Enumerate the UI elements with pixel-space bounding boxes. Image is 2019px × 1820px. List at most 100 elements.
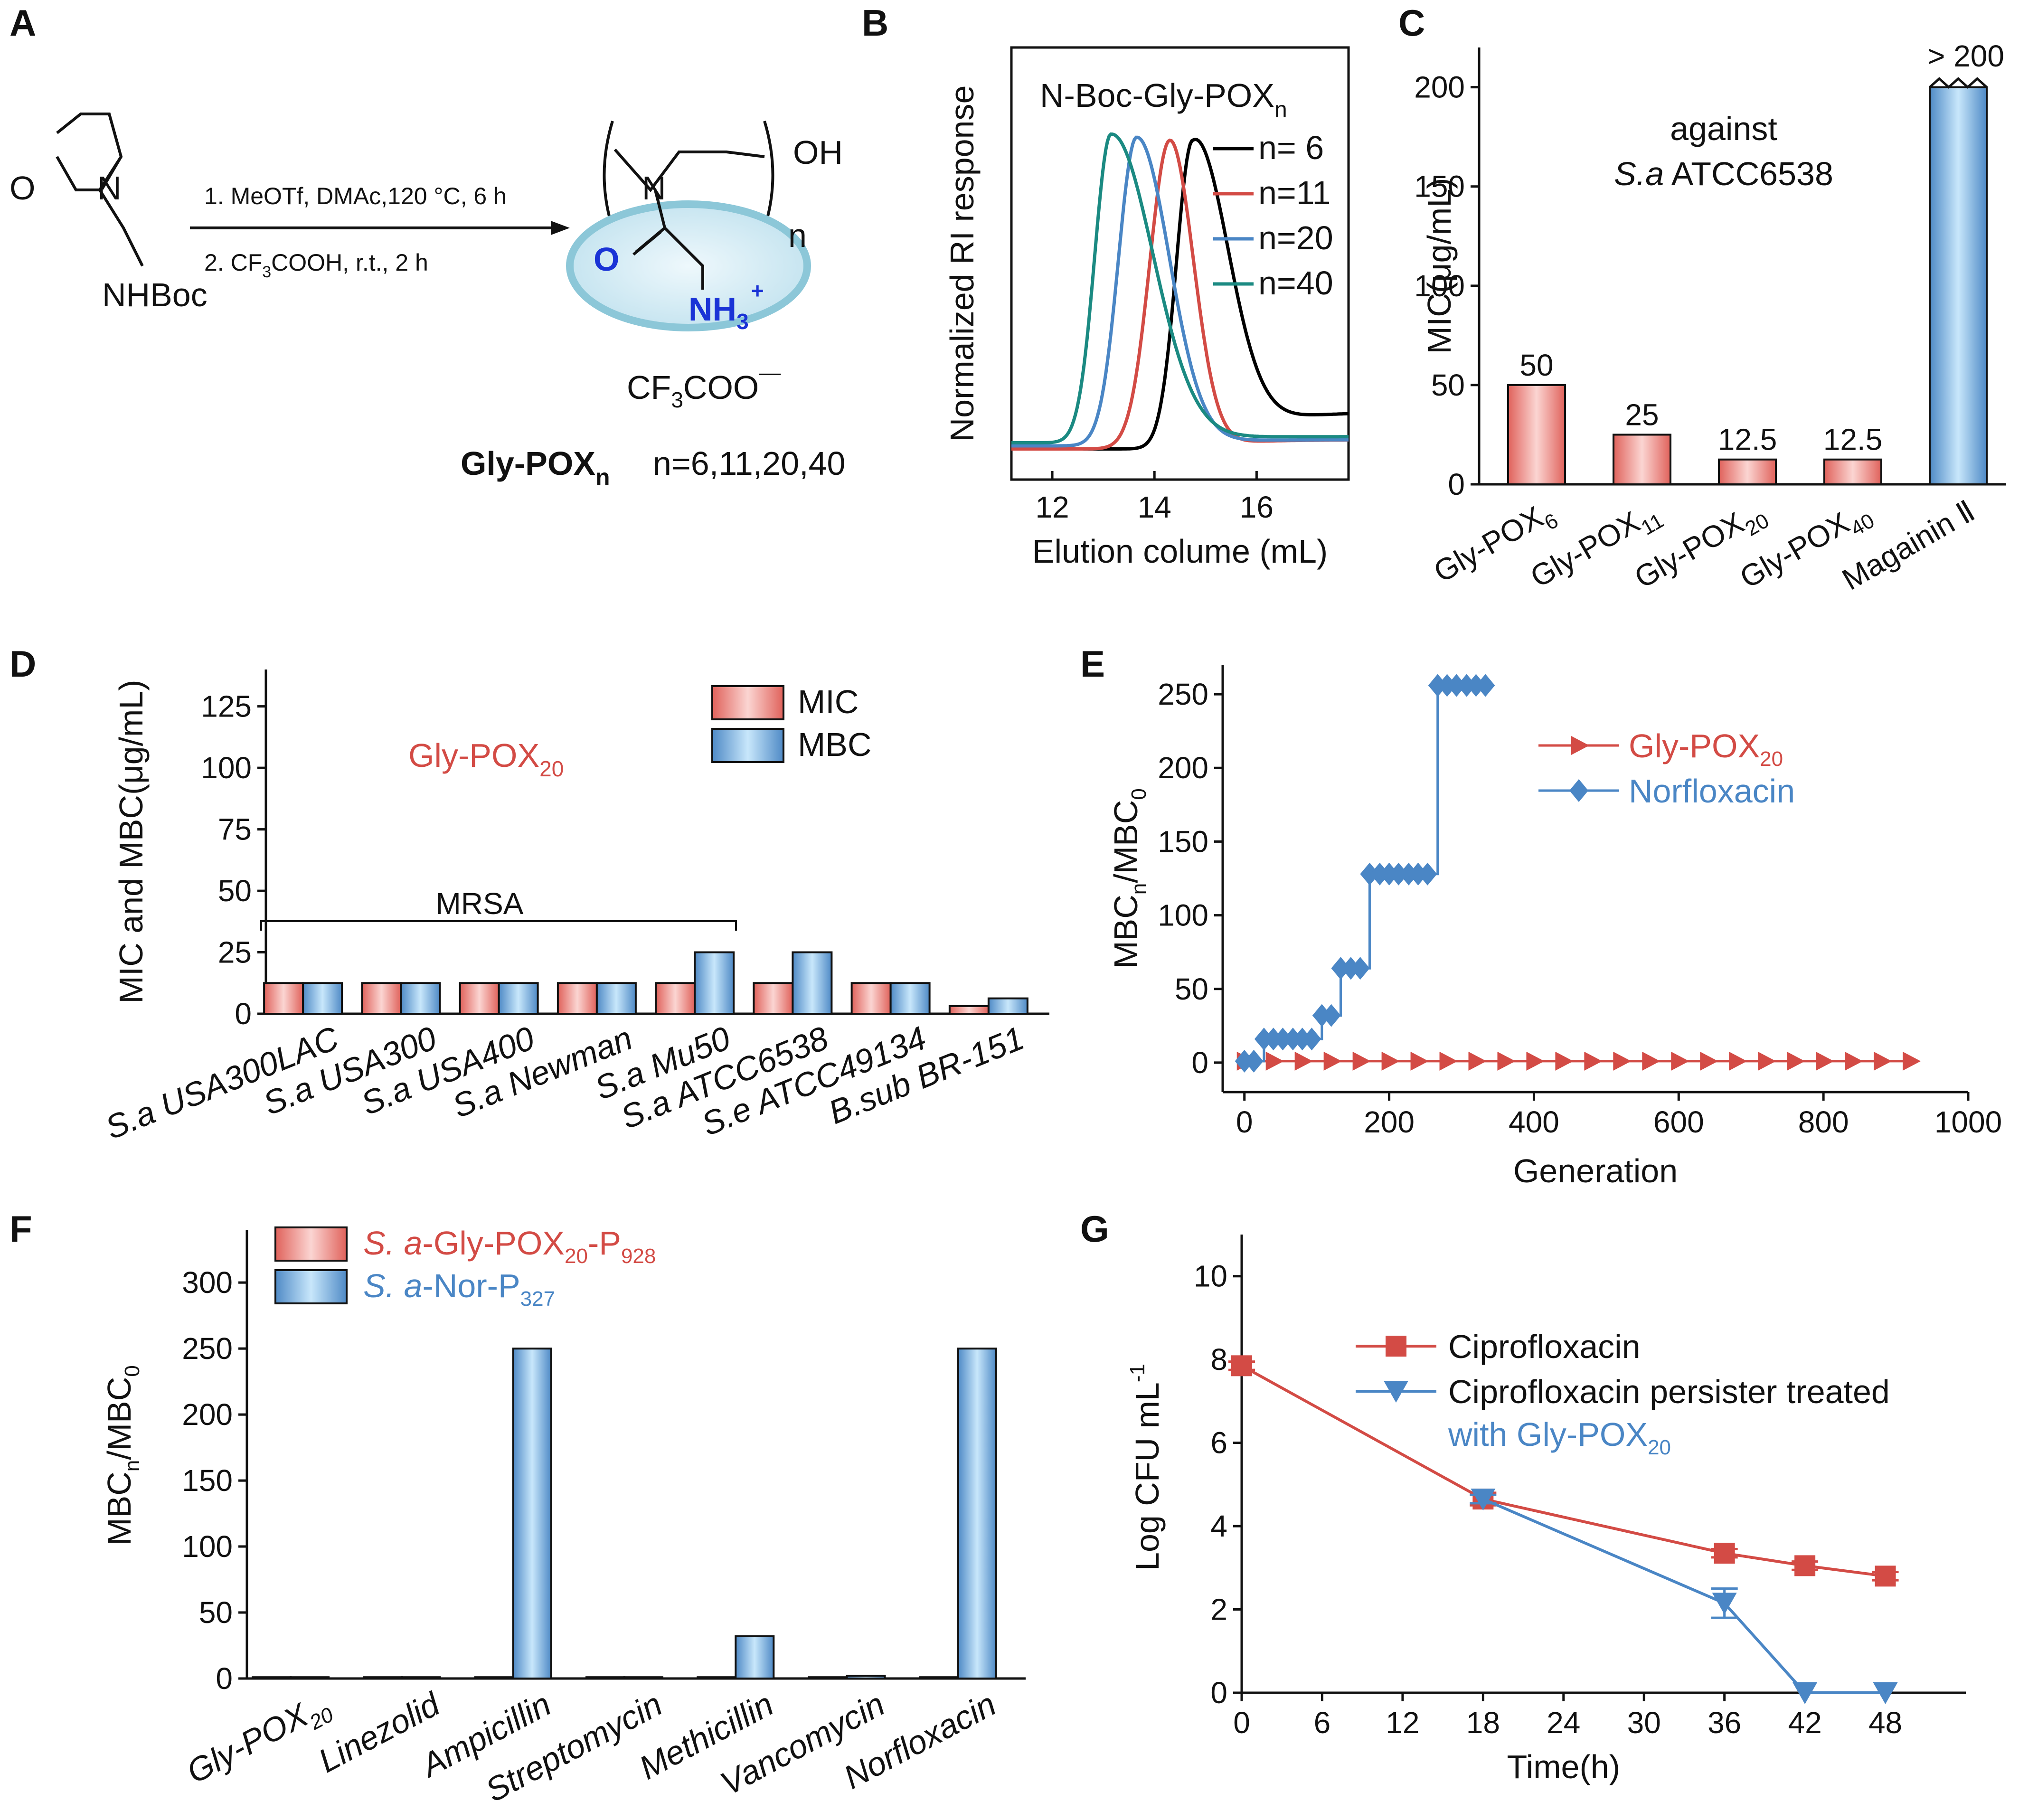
panel-f-bar-nor: [401, 1676, 441, 1680]
imine-double-bond: [101, 156, 123, 190]
panel-f-y-axis-label: MBCn/MBC0: [101, 1365, 144, 1546]
panel-c-bar: [1613, 434, 1671, 485]
panel-g-x-tick-label: 6: [1314, 1706, 1331, 1740]
panel-g-x-tick-label: 48: [1868, 1706, 1902, 1740]
ring-n-label: N: [97, 170, 122, 207]
panel-d-bar-mbc: [498, 982, 539, 1015]
panel-e-legend-label: Norfloxacin: [1629, 773, 1795, 810]
mrsa-bracket: [260, 920, 737, 931]
panel-b-x-tick-label: 12: [1035, 490, 1069, 524]
panel-e-point-triangle: [1352, 1051, 1371, 1071]
panel-e-point-triangle: [1613, 1051, 1632, 1071]
panel-e-y-tick-label: 200: [1158, 751, 1208, 785]
panel-e-point-triangle: [1642, 1051, 1660, 1071]
panel-d-legend-swatch: [711, 685, 784, 720]
panel-g-point-triangle: [1471, 1489, 1496, 1511]
panel-g-point-square: [1714, 1543, 1735, 1564]
panel-e-y-axis-label: MBCn/MBC0: [1107, 788, 1151, 969]
panel-c-y-tick-label: 100: [1414, 269, 1465, 303]
panel-c-y-tick-label: 150: [1414, 170, 1465, 204]
panel-c-bar-value: 12.5: [1823, 423, 1883, 457]
panel-g-y-tick-label: 2: [1210, 1593, 1227, 1627]
panel-b-x-axis-label: Elution colume (mL): [1032, 533, 1328, 570]
panel-b-legend-label: n= 6: [1258, 129, 1324, 166]
panel-g-legend-label-line2: with Gly-POX20: [1448, 1416, 1671, 1459]
panel-d-y-tick-label: 100: [201, 751, 252, 785]
methylene-linker: [98, 189, 144, 267]
panel-b-legend-label: n=20: [1258, 219, 1333, 256]
panel-c-y-tick-label: 0: [1448, 467, 1465, 501]
polymer-backbone: [613, 149, 765, 192]
repeat-n-label: n: [788, 217, 807, 254]
panel-f-y-tick-label: 150: [182, 1463, 233, 1498]
panel-f-bar-glypox: [363, 1676, 403, 1680]
panel-b-series-line: [1011, 132, 1349, 444]
panel-d-bar-mic: [948, 1005, 990, 1015]
panel-e-legend-marker: [1571, 736, 1589, 755]
panel-c-bar: [1507, 384, 1566, 486]
panel-g-y-tick-label: 6: [1210, 1426, 1227, 1460]
panel-d-bar-mbc: [889, 982, 931, 1015]
panel-d-bar-mbc: [400, 982, 441, 1015]
panel-g-y-axis-label: Log CFU mL-1: [1126, 1364, 1166, 1571]
carbonyl-o-label: O: [594, 241, 619, 278]
panel-letter-g: G: [1080, 1208, 1109, 1250]
panel-f-bar-nor: [623, 1676, 663, 1680]
panel-f-bar-nor: [735, 1635, 775, 1680]
panel-letter-b: B: [862, 2, 888, 44]
ammonium-label: NH3+: [689, 278, 764, 334]
panel-g-x-axis-label: Time(h): [1507, 1748, 1621, 1785]
panel-d-legend-label: MIC: [798, 683, 859, 720]
panel-c-bar: [1929, 86, 1988, 486]
panel-e-point-diamond: [1321, 1004, 1341, 1027]
panel-e-point-triangle: [1439, 1051, 1458, 1071]
cation-ellipse: [566, 200, 811, 331]
panel-e-point-diamond: [1302, 1028, 1321, 1051]
panel-f-bar-nor: [512, 1348, 552, 1679]
panel-c-bar: [1823, 458, 1882, 486]
panel-g-x-tick-label: 42: [1788, 1706, 1822, 1740]
panel-g-point-square: [1794, 1555, 1816, 1576]
panel-g-x-tick-label: 36: [1708, 1706, 1741, 1740]
panel-e-x-tick-label: 200: [1364, 1105, 1415, 1139]
panel-f-bar-nor: [290, 1676, 330, 1680]
panel-c-bar: [1718, 458, 1777, 486]
panel-f-legend-label: S. a-Nor-P327: [363, 1267, 555, 1311]
panel-e-point-diamond: [1476, 674, 1495, 697]
nhboc-label: NHBoc: [102, 276, 208, 313]
product-oh-label: OH: [793, 134, 843, 171]
panel-e-point-triangle: [1294, 1051, 1313, 1071]
panel-letter-c: C: [1398, 2, 1425, 44]
panel-c-y-tick-label: 50: [1431, 368, 1465, 402]
panel-d-y-tick-label: 50: [218, 874, 252, 908]
panel-f-y-tick-label: 100: [182, 1529, 233, 1564]
panel-e-point-diamond: [1350, 957, 1370, 980]
panel-d-bar-mbc: [792, 951, 833, 1015]
oxazoline-ring-bonds-lower: [56, 156, 100, 191]
panel-e-point-diamond: [1418, 862, 1437, 886]
panel-g-series-line: [1482, 1498, 1886, 1694]
panel-e-y-tick-label: 50: [1175, 972, 1208, 1006]
panel-e-x-tick-label: 600: [1653, 1105, 1704, 1139]
panel-g-y-tick-label: 10: [1194, 1259, 1227, 1293]
panel-g-x-tick-label: 24: [1547, 1706, 1580, 1740]
product-name: Gly-POXn: [461, 445, 610, 490]
panel-d-bar-mic: [655, 982, 696, 1015]
panel-b-inset-title: N-Boc-Gly-POXn: [1040, 77, 1287, 123]
panel-d-bar-mic: [753, 982, 794, 1015]
panel-d-bar-mbc: [595, 982, 637, 1015]
panel-g-legend-marker: [1384, 1381, 1408, 1403]
reaction-step-2: 2. CF3COOH, r.t., 2 h: [204, 249, 428, 281]
panel-e-point-diamond: [1389, 862, 1408, 886]
panel-e-y-tick-label: 0: [1191, 1046, 1208, 1080]
panel-e-point-triangle: [1816, 1051, 1834, 1071]
panel-b-plot-frame: [1010, 46, 1350, 481]
mrsa-bracket-label: MRSA: [436, 886, 524, 921]
panel-d-y-axis-label: MIC and MBC(μg/mL): [113, 679, 150, 1003]
panel-g-x-tick-label: 0: [1233, 1706, 1250, 1740]
panel-f-legend-swatch: [274, 1226, 348, 1262]
panel-c-x-tick-label: Magainin Ⅱ: [1836, 494, 1981, 597]
panel-g-legend-label-line1: Ciprofloxacin persister treated: [1448, 1373, 1890, 1410]
panel-d-y-tick-label: 125: [201, 689, 252, 724]
